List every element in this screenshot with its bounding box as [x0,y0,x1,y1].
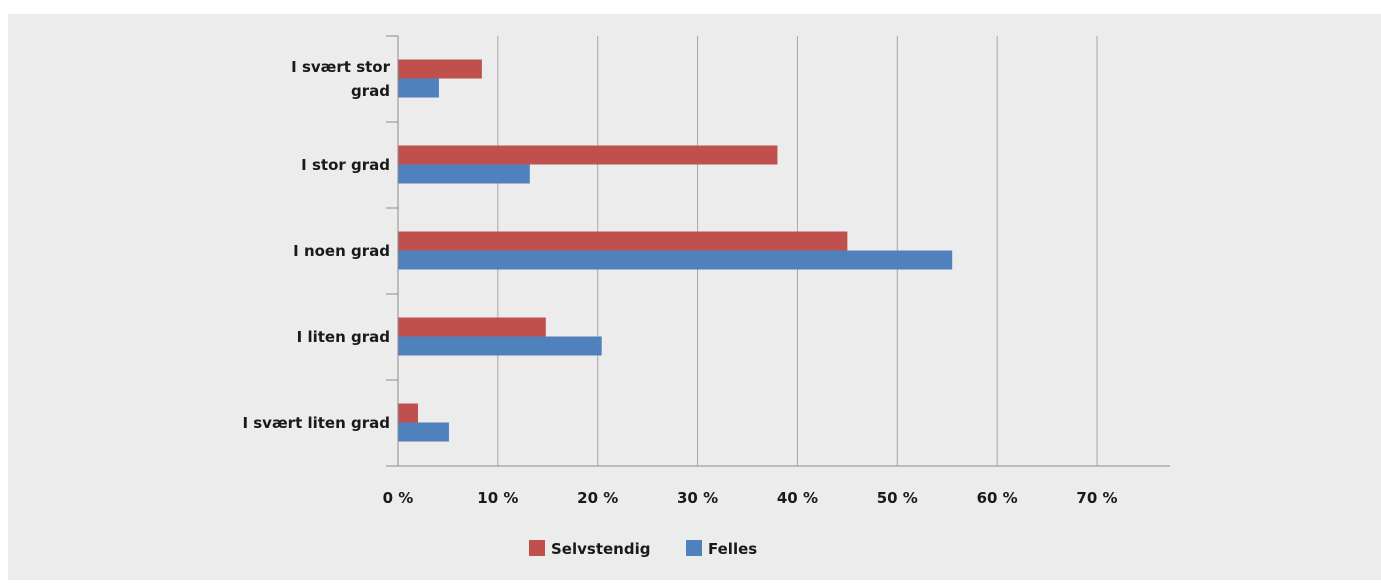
category-label: I svært liten grad [242,414,390,432]
bar-chart: I svært stor grad I stor grad I noen grad I … [242,35,1170,558]
category-label: I stor grad [301,156,390,174]
category-label: I svært stor [291,58,390,76]
x-tick-label: 20 % [577,489,618,507]
x-tick-label: 40 % [777,489,818,507]
x-tick-label: 50 % [877,489,918,507]
chart-panel: I svært stor grad I stor grad I noen grad I … [8,14,1381,580]
bar-selvstendig [398,59,482,79]
bar-selvstendig [398,231,848,251]
bar-felles [398,78,439,98]
bar-felles [398,336,602,356]
bars [398,59,953,442]
legend: Selvstendig Felles [529,540,757,558]
x-tick-label: 70 % [1076,489,1117,507]
category-label: I liten grad [297,328,390,346]
x-tick-label: 30 % [677,489,718,507]
x-tick-label: 10 % [477,489,518,507]
bar-selvstendig [398,145,778,165]
bar-felles [398,164,530,184]
legend-swatch-felles [686,540,702,556]
bar-selvstendig [398,403,418,423]
category-label: I noen grad [293,242,390,260]
legend-label-felles: Felles [708,540,757,558]
bar-felles [398,422,449,442]
category-labels: I svært stor grad I stor grad I noen grad I … [242,58,390,432]
legend-label-selvstendig: Selvstendig [551,540,650,558]
bar-felles [398,250,953,270]
x-tick-labels: 0 % 10 % 20 % 30 % 40 % 50 % 60 % 70 % [383,489,1118,507]
axes [386,35,1170,467]
bar-selvstendig [398,317,546,337]
legend-swatch-selvstendig [529,540,545,556]
category-label: grad [351,82,390,100]
x-tick-label: 0 % [383,489,414,507]
x-tick-label: 60 % [977,489,1018,507]
